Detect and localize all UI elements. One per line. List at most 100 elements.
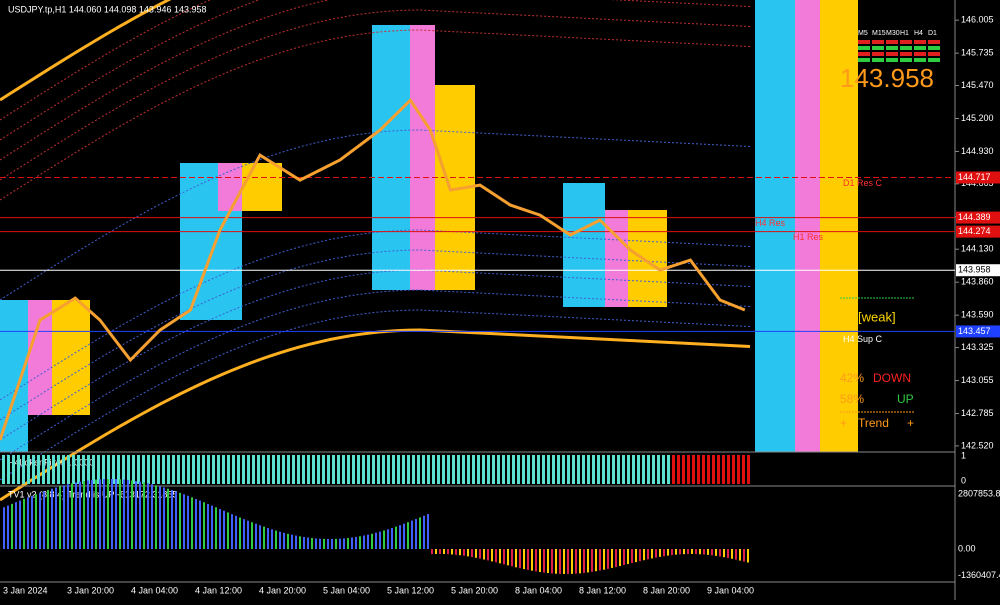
signal-cell <box>914 46 926 50</box>
level-name: D1 Res C <box>843 178 883 188</box>
envelope-band <box>0 328 751 502</box>
filter-bar <box>352 455 355 484</box>
filter-bar <box>132 455 135 484</box>
filter-bar <box>387 455 390 484</box>
time-label: 3 Jan 20:00 <box>67 585 114 595</box>
filter-bar <box>272 455 275 484</box>
filter-bar <box>367 455 370 484</box>
signal-cell <box>858 58 870 62</box>
filter-bar <box>342 455 345 484</box>
price-tick-label: 144.130 <box>961 244 994 254</box>
filter-bar <box>42 455 45 484</box>
filter-bar <box>657 455 660 484</box>
time-label: 5 Jan 12:00 <box>387 585 434 595</box>
filter-bar <box>677 455 680 484</box>
filter-bar <box>617 455 620 484</box>
level-box <box>956 325 1000 338</box>
level-box <box>956 264 1000 277</box>
zone <box>795 0 820 452</box>
filter-bar <box>527 455 530 484</box>
level-name: H4 Res <box>755 218 786 228</box>
filter-bar <box>282 455 285 484</box>
time-label: 8 Jan 20:00 <box>643 585 690 595</box>
panel-tick-label: -1360407.4 <box>958 570 1000 580</box>
filter-bar <box>57 455 60 484</box>
stat-pct: 58% <box>840 392 864 406</box>
filter-bar <box>532 455 535 484</box>
filter-bar <box>382 455 385 484</box>
filter-bar <box>92 455 95 484</box>
time-label: 9 Jan 04:00 <box>707 585 754 595</box>
filter-bar <box>562 455 565 484</box>
filter-bar <box>237 455 240 484</box>
filter-bar <box>172 455 175 484</box>
level-box <box>956 211 1000 224</box>
filter-bar <box>362 455 365 484</box>
filter-bar <box>477 455 480 484</box>
signal-cell <box>928 46 940 50</box>
filter-bar <box>627 455 630 484</box>
filter-bar <box>482 455 485 484</box>
level-label: 143.958 <box>958 265 991 275</box>
filter-bar <box>502 455 505 484</box>
filter-bar <box>727 455 730 484</box>
zone <box>28 300 52 415</box>
filter-bar <box>307 455 310 484</box>
price-tick-label: 145.470 <box>961 80 994 90</box>
filter-bar <box>287 455 290 484</box>
zone <box>755 0 795 452</box>
price-tick-label: 145.200 <box>961 113 994 123</box>
filter-bar <box>742 455 745 484</box>
filter-bar <box>542 455 545 484</box>
filter-bar <box>102 455 105 484</box>
filter-bar <box>427 455 430 484</box>
price-tick-label: 143.325 <box>961 342 994 352</box>
filter-bar <box>747 455 750 484</box>
zone <box>242 163 282 211</box>
signal-cell <box>872 46 884 50</box>
filter-bar <box>682 455 685 484</box>
price-tick-label: 146.005 <box>961 15 994 25</box>
filter-bar <box>717 455 720 484</box>
filter-bar <box>242 455 245 484</box>
filter-bar <box>582 455 585 484</box>
signal-cell <box>900 58 912 62</box>
filter-bar <box>7 455 10 484</box>
filter-bar <box>597 455 600 484</box>
filter-bar <box>512 455 515 484</box>
trend-label: Trend <box>858 416 889 430</box>
envelope-bands <box>0 0 751 502</box>
filter-bar <box>647 455 650 484</box>
filter-bar <box>12 455 15 484</box>
zone <box>563 183 605 307</box>
filter-bar <box>212 455 215 484</box>
time-label: 4 Jan 12:00 <box>195 585 242 595</box>
filter-bar <box>157 455 160 484</box>
filter-bar <box>467 455 470 484</box>
panel-title: H4LokenFilter 1.0000 <box>8 457 94 467</box>
panel-tick-label: 1 <box>961 450 966 460</box>
filter-bar <box>62 455 65 484</box>
filter-bar <box>437 455 440 484</box>
timeframe-label: M5 <box>858 30 868 37</box>
zone <box>410 25 435 290</box>
filter-bar <box>347 455 350 484</box>
filter-bar <box>402 455 405 484</box>
filter-bar <box>82 455 85 484</box>
envelope-band <box>0 249 751 421</box>
filter-bar <box>397 455 400 484</box>
zone <box>628 210 667 307</box>
envelope-band <box>0 29 751 201</box>
price-tick-label: 143.590 <box>961 310 994 320</box>
filter-bar <box>357 455 360 484</box>
filter-bar <box>517 455 520 484</box>
filter-bar <box>712 455 715 484</box>
time-label: 4 Jan 20:00 <box>259 585 306 595</box>
signal-cell <box>872 58 884 62</box>
signal-cell <box>858 40 870 44</box>
signal-cell <box>900 52 912 56</box>
filter-bar <box>327 455 330 484</box>
filter-bar <box>592 455 595 484</box>
level-box <box>956 171 1000 184</box>
